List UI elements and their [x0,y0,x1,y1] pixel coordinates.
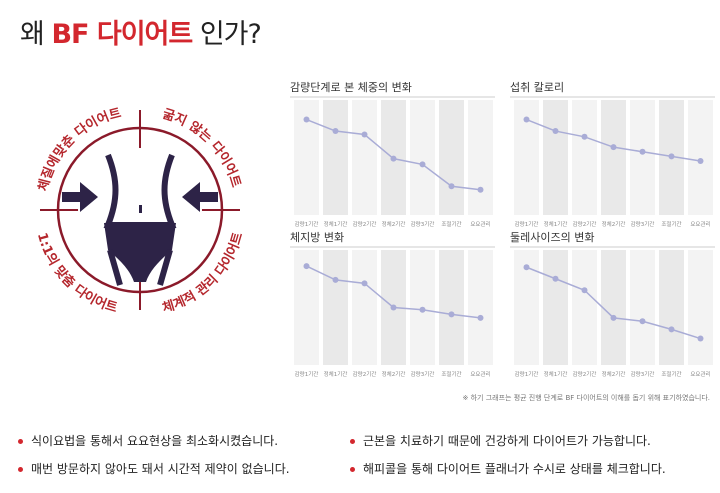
column-bg [439,100,464,215]
arrow-right [62,182,98,212]
x-tick-label: 정체2기간 [382,370,406,378]
bullet: 근본을 치료하기 때문에 건강하게 다이어트가 가능합니다. [350,432,651,449]
diagram: 체질에맞춘 다이어트 굶지 않는 다이어트 1:1의 맞춤 다이어트 체계적 관… [34,106,246,316]
column-bg [572,100,597,215]
point [332,128,339,135]
column-bg [352,250,377,365]
x-tick-label: 정체2기간 [382,220,406,228]
point [419,306,426,313]
column-bg [543,250,568,365]
x-tick-label: 감량1기간 [515,220,539,228]
x-tick-label: 정체1기간 [324,370,348,378]
column-bg [468,250,493,365]
point [390,155,397,162]
point [697,157,704,164]
point [303,116,310,123]
arrow-left [182,182,218,212]
column-bg [352,100,377,215]
x-tick-label: 조절기간 [441,370,461,378]
point [610,314,617,321]
point [668,153,675,160]
x-tick-label: 감량2기간 [353,220,377,228]
point [361,131,368,138]
footnote: ※ 하기 그래프는 평균 진행 단계로 BF 다이어트의 이해를 돕기 위해 표… [462,394,710,402]
point [477,314,484,321]
x-tick-label: 정체1기간 [544,370,568,378]
x-tick-label: 정체2기간 [602,220,626,228]
point [390,304,397,311]
navel [139,205,142,213]
column-bg [630,250,655,365]
column-bg [659,250,684,365]
column-bg [468,100,493,215]
bullet: 매번 방문하지 않아도 돼서 시간적 제약이 없습니다. [18,460,290,477]
point [610,144,617,151]
column-bg [630,100,655,215]
column-bg [323,250,348,365]
page-title: 왜 BF 다이어트 인가? [20,12,262,51]
column-bg [410,100,435,215]
x-tick-label: 정체1기간 [544,220,568,228]
column-bg [323,100,348,215]
column-bg [543,100,568,215]
x-tick-label: 감량2기간 [353,370,377,378]
x-tick-label: 감량3기간 [411,370,435,378]
point [581,287,588,294]
x-tick-label: 감량1기간 [295,220,319,228]
x-tick-label: 조절기간 [661,220,681,228]
point [477,186,484,193]
chart-title: 둘레사이즈의 변화 [510,231,594,244]
point [303,263,310,270]
point [332,276,339,283]
body-legs [107,249,173,286]
point [639,318,646,325]
x-tick-label: 감량2기간 [573,370,597,378]
column-bg [294,250,319,365]
point [581,133,588,140]
column-bg [688,250,713,365]
x-tick-label: 조절기간 [441,220,461,228]
x-tick-label: 정체1기간 [324,220,348,228]
body-shorts [104,223,176,282]
point [448,183,455,190]
point [668,326,675,333]
column-bg [688,100,713,215]
point [361,280,368,287]
point [523,264,530,271]
x-tick-label: 요요관리 [470,370,490,378]
x-tick-label: 감량3기간 [631,220,655,228]
column-bg [572,250,597,365]
chart-title: 섭취 칼로리 [510,81,564,94]
column-bg [601,250,626,365]
column-bg [601,100,626,215]
bullet: 식이요법을 통해서 요요현상을 최소화시켰습니다. [18,432,278,449]
point [639,148,646,155]
x-tick-label: 요요관리 [470,220,490,228]
x-tick-label: 조절기간 [661,370,681,378]
x-tick-label: 감량2기간 [573,220,597,228]
x-tick-label: 감량1기간 [295,370,319,378]
point [448,311,455,318]
point [552,128,559,135]
point [697,335,704,342]
title-brand: BF 다이어트 [51,19,193,50]
point [419,161,426,168]
chart-title: 감량단계로 본 체중의 변화 [290,81,412,94]
point [552,275,559,282]
bullet: 해피콜을 통해 다이어트 플래너가 수시로 상태를 체크합니다. [350,460,666,477]
title-suffix: 인가? [199,19,262,50]
x-tick-label: 감량1기간 [515,370,539,378]
point [523,116,530,123]
x-tick-label: 감량3기간 [631,370,655,378]
chart-title: 체지방 변화 [290,231,344,244]
x-tick-label: 정체2기간 [602,370,626,378]
column-bg [439,250,464,365]
x-tick-label: 요요관리 [690,220,710,228]
x-tick-label: 감량3기간 [411,220,435,228]
x-tick-label: 요요관리 [690,370,710,378]
title-prefix: 왜 [20,19,45,50]
